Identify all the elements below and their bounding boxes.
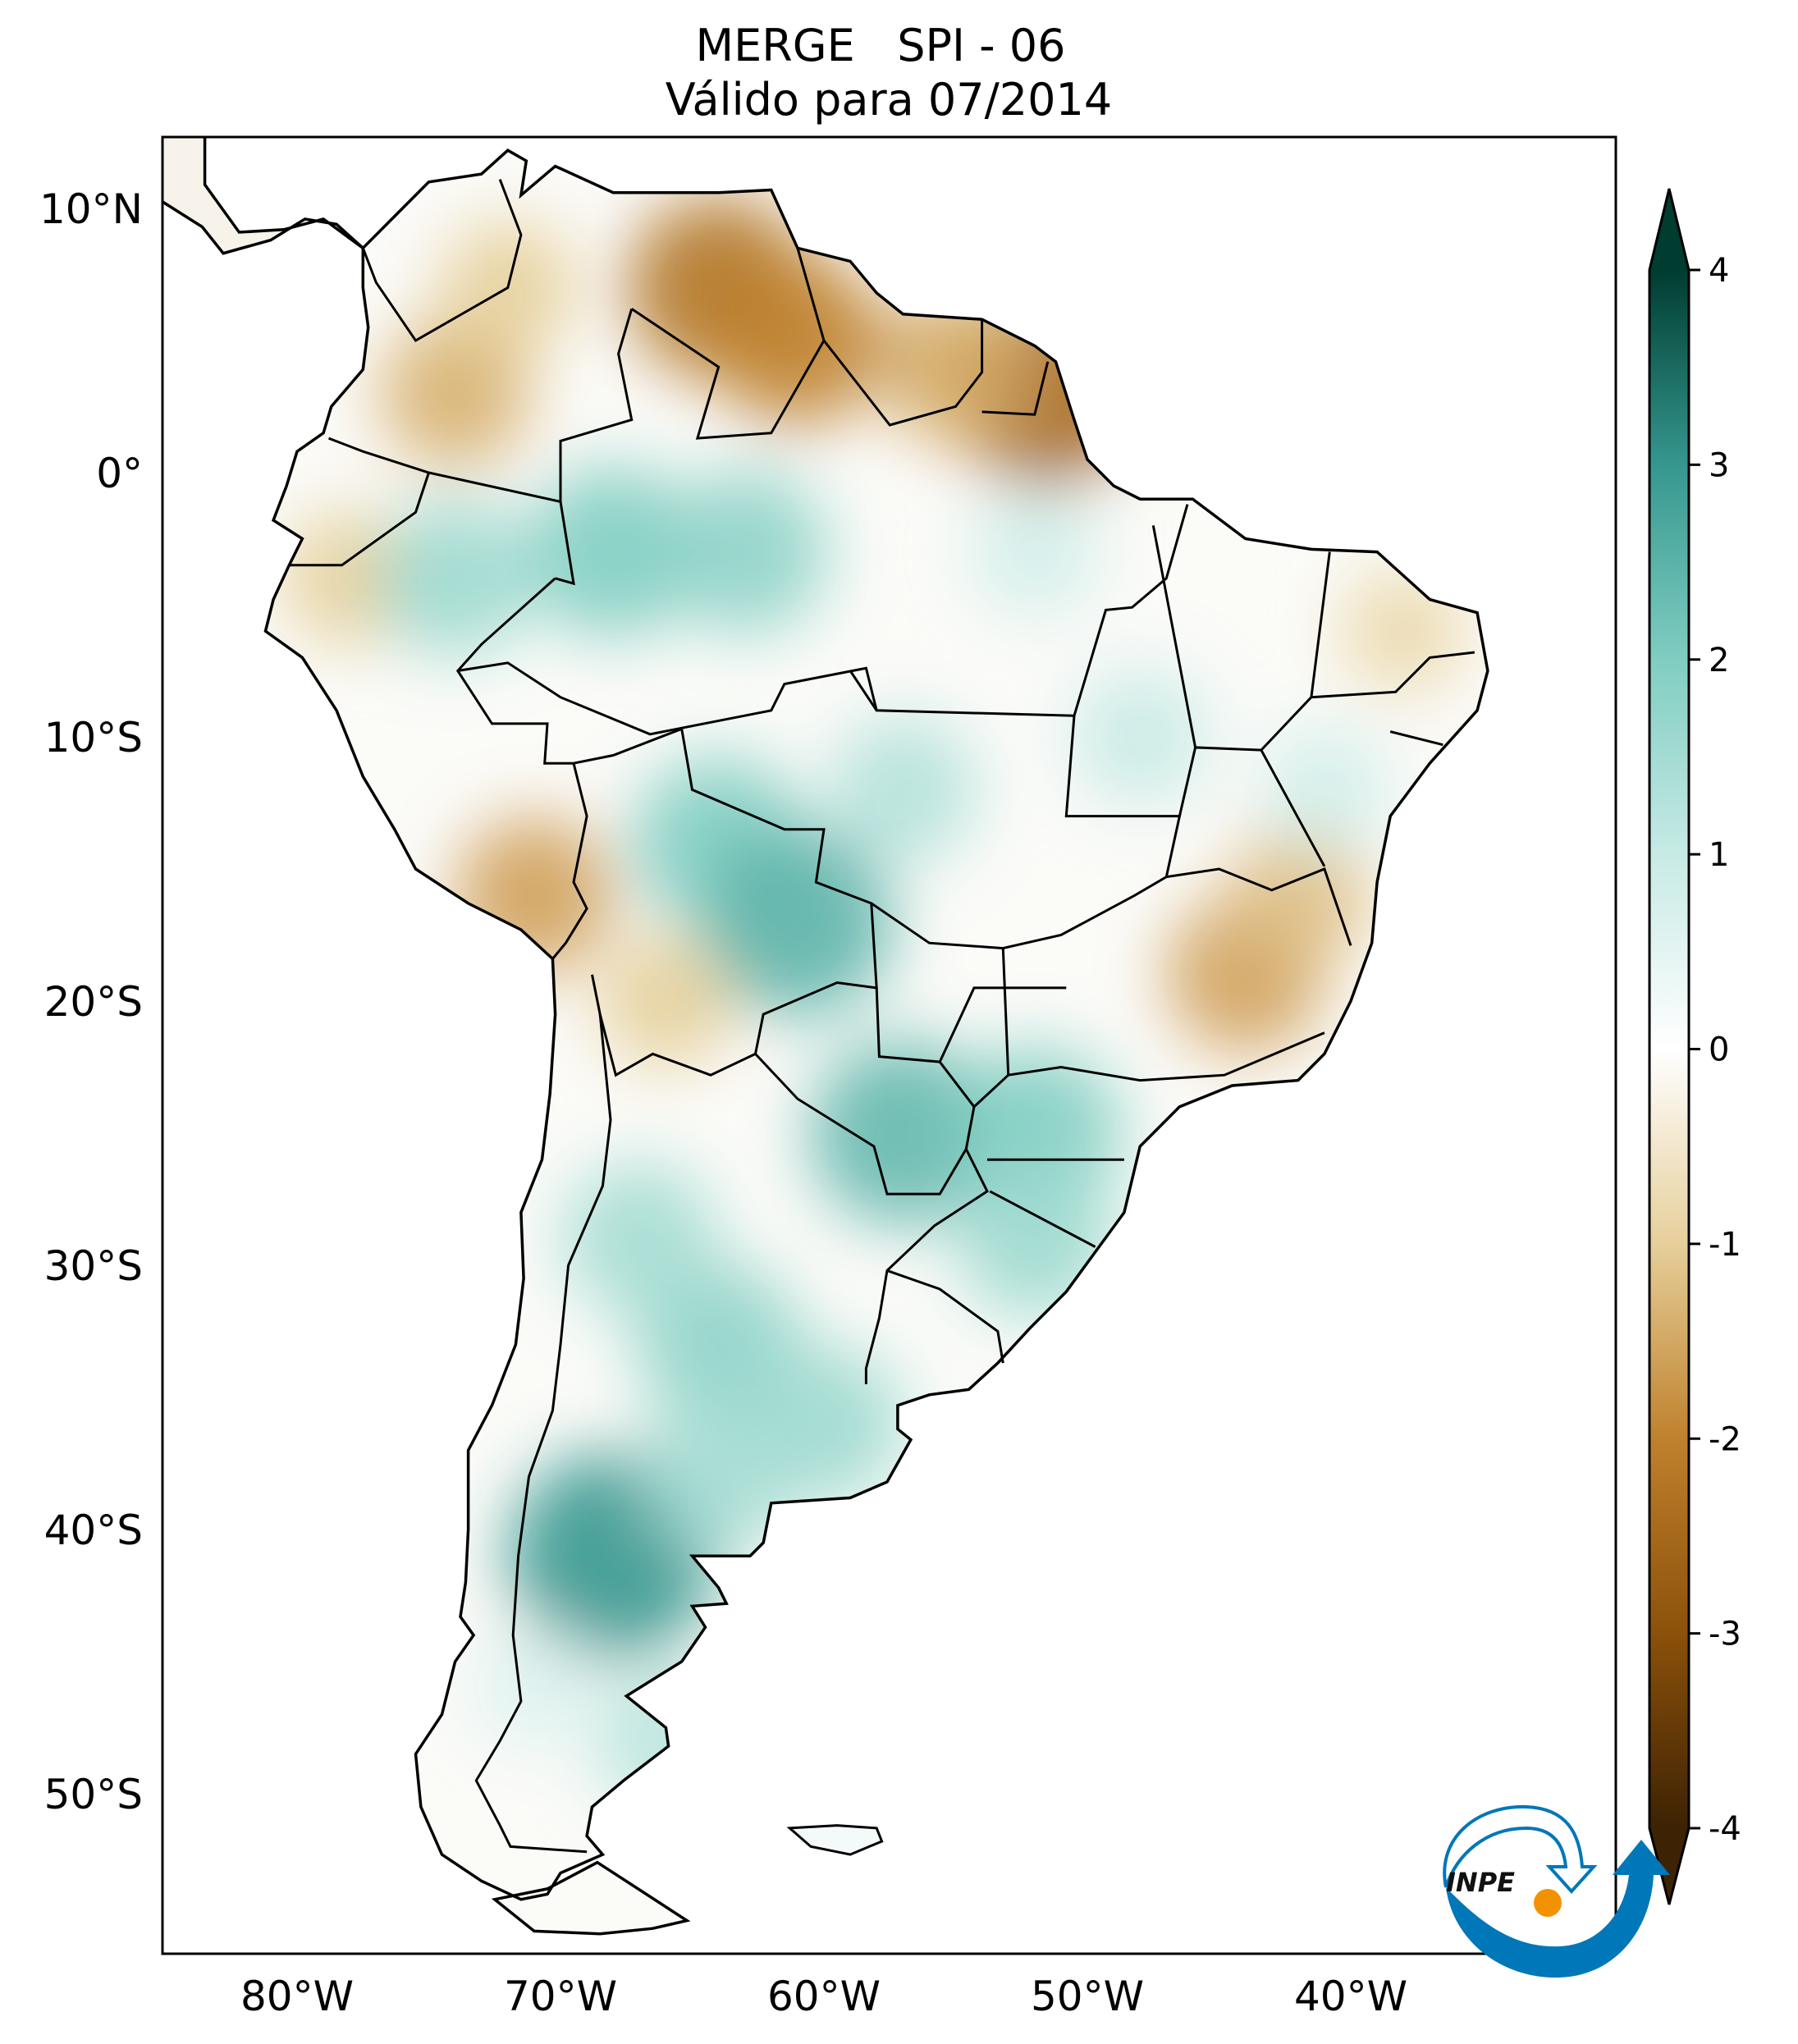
- colorbar-tick-label: 3: [1709, 446, 1729, 484]
- logo-orange-dot: [1534, 1889, 1562, 1917]
- country-border: [289, 472, 430, 567]
- spi-field-blob: [528, 466, 699, 638]
- map-area: [162, 137, 1489, 1936]
- country-border: [822, 319, 984, 427]
- country-border: [1166, 867, 1352, 946]
- country-border: [630, 247, 826, 440]
- country-border: [455, 577, 588, 960]
- spi-field: [282, 197, 1467, 1812]
- spi-field-blob: [598, 934, 734, 1068]
- colorbar-body: [1648, 188, 1690, 1905]
- colorbar-tick-label: -3: [1709, 1616, 1741, 1653]
- colorbar-ticks: 4 3 2 1 0 -1 -2 -3 -4: [1689, 252, 1741, 1848]
- spi-field-blob: [971, 488, 1099, 616]
- logo-text: INPE: [1446, 1867, 1515, 1898]
- x-axis-ticks: 80°W 70°W 60°W 50°W 40°W: [240, 1973, 1407, 2020]
- y-tick-label: 40°S: [44, 1507, 143, 1554]
- falkland-islands: [786, 1824, 884, 1856]
- country-border: [555, 308, 634, 586]
- colorbar-tick-label: 0: [1709, 1031, 1729, 1069]
- spi-field-blob: [474, 1628, 595, 1749]
- map-frame: [161, 135, 1617, 1955]
- y-tick-label: 10°N: [39, 185, 143, 233]
- country-border: [457, 504, 1189, 736]
- country-border: [1178, 747, 1197, 816]
- x-tick-label: 80°W: [240, 1973, 354, 2020]
- spi-field-blob: [563, 1162, 716, 1315]
- central-america-coastline: [162, 137, 364, 255]
- spi-field-blob: [595, 1670, 737, 1812]
- country-border: [989, 1190, 1096, 1248]
- country-border: [1001, 716, 1325, 1082]
- x-tick-label: 40°W: [1294, 1973, 1407, 2020]
- country-border: [474, 1013, 612, 1854]
- spi-field-blob: [380, 318, 530, 469]
- y-tick-label: 30°S: [44, 1242, 143, 1290]
- y-tick-label: 10°S: [44, 714, 143, 761]
- country-border: [754, 987, 976, 1196]
- colorbar-tick-label: -1: [1709, 1226, 1741, 1264]
- country-border: [849, 670, 878, 711]
- chart-subtitle: Válido para 07/2014: [666, 74, 1112, 126]
- spi-field-blob: [879, 290, 1032, 444]
- y-tick-label: 50°S: [44, 1771, 143, 1818]
- x-tick-label: 50°W: [1031, 1973, 1144, 2020]
- spi-field-blob: [1260, 725, 1389, 853]
- country-border: [327, 437, 561, 503]
- y-tick-label: 0°: [96, 450, 143, 497]
- country-border: [1389, 730, 1443, 747]
- y-axis-ticks: 10°N 0° 10°S 20°S 30°S 40°S 50°S: [39, 185, 143, 1818]
- colorbar-tick-label: 2: [1709, 642, 1729, 679]
- colorbar: 4 3 2 1 0 -1 -2 -3 -4: [1648, 188, 1741, 1905]
- coastline: [263, 149, 1489, 1936]
- country-border: [972, 1074, 1009, 1108]
- country-border: [870, 902, 1004, 950]
- spi-field-blob: [642, 1400, 795, 1553]
- country-border: [981, 361, 1050, 416]
- logo-blue-arc: [1446, 1840, 1670, 1978]
- spi-field-blob: [702, 827, 892, 1017]
- logo-thin-arrow: [1443, 1804, 1598, 1894]
- spi-field-blob: [377, 500, 533, 656]
- spi-field-blob: [282, 510, 418, 646]
- x-tick-label: 70°W: [504, 1973, 617, 2020]
- inpe-logo: INPE: [1443, 1804, 1670, 1978]
- spi-field-blob: [956, 1160, 1114, 1318]
- colorbar-tick-label: -2: [1709, 1420, 1741, 1458]
- country-border: [1311, 651, 1475, 699]
- colorbar-tick-label: -4: [1709, 1810, 1741, 1848]
- colorbar-tick-label: 4: [1709, 252, 1729, 290]
- country-border: [938, 986, 1067, 1063]
- country-border: [886, 1269, 1004, 1364]
- spi-field-blob: [1339, 567, 1467, 695]
- x-tick-label: 60°W: [767, 1973, 881, 2020]
- spi-field-blob: [1227, 824, 1370, 967]
- chart-title: MERGE SPI - 06: [696, 20, 1066, 71]
- country-border: [1260, 749, 1326, 867]
- country-border: [361, 179, 523, 342]
- spi-field-blob: [1073, 670, 1208, 804]
- spi-field-blob: [711, 255, 883, 426]
- spi-field-blob: [830, 716, 976, 862]
- y-tick-label: 20°S: [44, 978, 143, 1026]
- colorbar-tick-label: 1: [1709, 836, 1729, 874]
- spi-field-blob: [455, 816, 613, 974]
- country-borders: [289, 179, 1475, 1854]
- spi-field-blob: [663, 470, 827, 634]
